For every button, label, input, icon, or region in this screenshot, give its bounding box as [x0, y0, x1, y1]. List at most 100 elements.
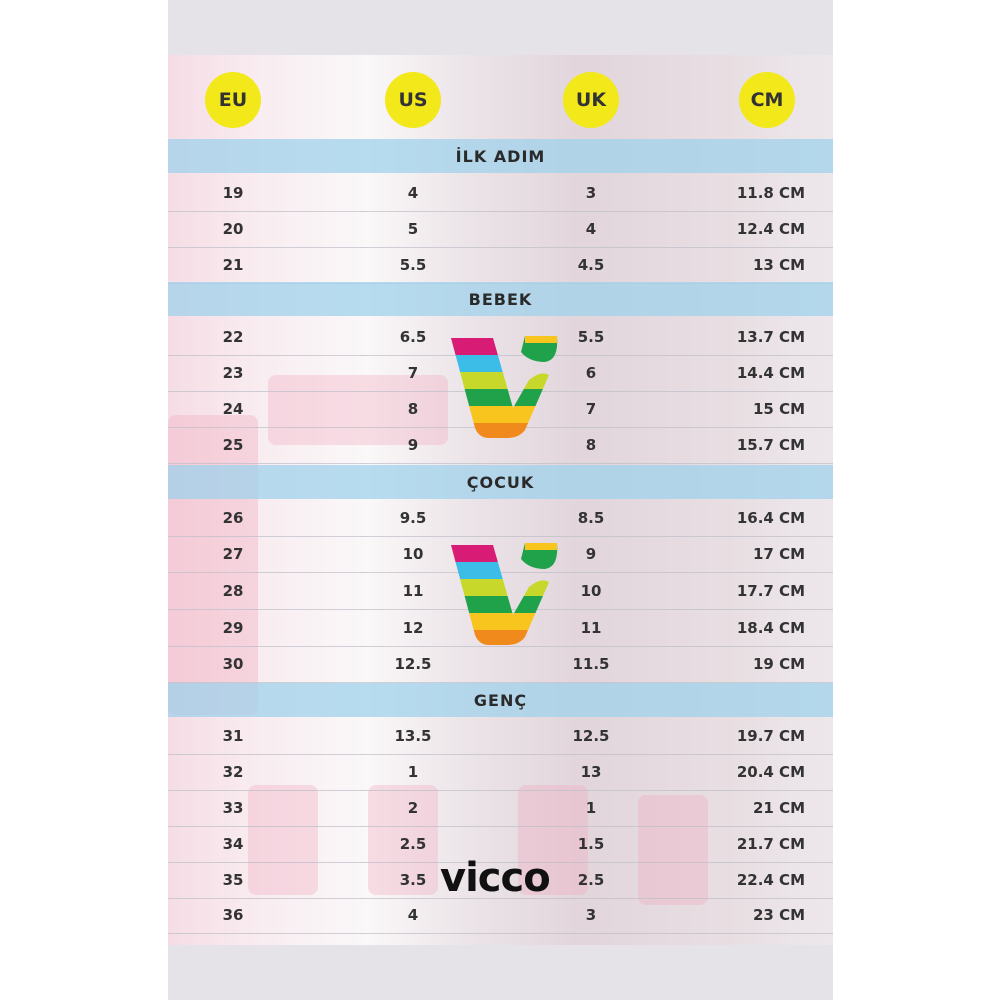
- uk-cell: 3: [585, 184, 597, 202]
- uk-cell: 11.5: [572, 655, 610, 673]
- cm-cell: 18.4 CM: [736, 619, 805, 637]
- table-row: 36 4 3 23 CM: [168, 897, 833, 934]
- eu-cell: 32: [222, 763, 244, 781]
- vicco-v-logo: [451, 336, 558, 438]
- eu-cell: 21: [222, 256, 244, 274]
- us-cell: 8: [407, 400, 419, 418]
- eu-cell: 19: [222, 184, 244, 202]
- uk-cell: 3: [585, 906, 597, 924]
- us-cell: 12: [402, 619, 424, 637]
- cm-cell: 19 CM: [752, 655, 805, 673]
- uk-cell: 10: [580, 582, 602, 600]
- section-band: GENÇ: [168, 683, 833, 717]
- us-cell: 6.5: [399, 328, 427, 346]
- cm-cell: 15 CM: [752, 400, 805, 418]
- uk-cell: 2.5: [577, 871, 605, 889]
- eu-cell: 27: [222, 545, 244, 563]
- logo-stripe: [451, 579, 549, 596]
- cm-cell: 23 CM: [752, 906, 805, 924]
- cm-cell: 19.7 CM: [736, 727, 805, 745]
- cm-cell: 15.7 CM: [736, 436, 805, 454]
- header-us: US: [385, 72, 441, 128]
- us-cell: 7: [407, 364, 419, 382]
- logo-stripe: [451, 423, 549, 438]
- table-row: 19 4 3 11.8 CM: [168, 175, 833, 212]
- cm-cell: 17.7 CM: [736, 582, 805, 600]
- table-row: 35 3.5 2.5 22.4 CM: [168, 862, 833, 899]
- cm-cell: 21 CM: [752, 799, 805, 817]
- cm-cell: 17 CM: [752, 545, 805, 563]
- eu-cell: 33: [222, 799, 244, 817]
- us-cell: 2.5: [399, 835, 427, 853]
- uk-cell: 8: [585, 436, 597, 454]
- uk-cell: 9: [585, 545, 597, 563]
- uk-cell: 8.5: [577, 509, 605, 527]
- table-row: 26 9.5 8.5 16.4 CM: [168, 500, 833, 537]
- cm-cell: 12.4 CM: [736, 220, 805, 238]
- cm-cell: 16.4 CM: [736, 509, 805, 527]
- cm-cell: 14.4 CM: [736, 364, 805, 382]
- table-row: 20 5 4 12.4 CM: [168, 211, 833, 248]
- logo-stripe: [451, 630, 549, 645]
- eu-cell: 35: [222, 871, 244, 889]
- uk-cell: 4.5: [577, 256, 605, 274]
- eu-cell: 36: [222, 906, 244, 924]
- logo-stripe: [451, 596, 549, 613]
- uk-cell: 1.5: [577, 835, 605, 853]
- size-chart: EU US UK CM İLK ADIM 19 4 3 11.8 CM 20 5 4 12.4 …: [168, 0, 833, 1000]
- header-uk: UK: [563, 72, 619, 128]
- uk-cell: 6: [585, 364, 597, 382]
- table-row: 33 2 1 21 CM: [168, 790, 833, 827]
- uk-cell: 11: [580, 619, 602, 637]
- section-band: İLK ADIM: [168, 139, 833, 173]
- section-band: ÇOCUK: [168, 465, 833, 499]
- cm-cell: 13 CM: [752, 256, 805, 274]
- table-row: 25 9 8 15.7 CM: [168, 427, 833, 464]
- us-cell: 5.5: [399, 256, 427, 274]
- eu-cell: 24: [222, 400, 244, 418]
- header-cm: CM: [739, 72, 795, 128]
- table-row: 34 2.5 1.5 21.7 CM: [168, 826, 833, 863]
- cm-cell: 20.4 CM: [736, 763, 805, 781]
- eu-cell: 31: [222, 727, 244, 745]
- logo-stripe: [451, 389, 549, 406]
- us-cell: 13.5: [394, 727, 432, 745]
- us-cell: 11: [402, 582, 424, 600]
- eu-cell: 30: [222, 655, 244, 673]
- uk-cell: 4: [585, 220, 597, 238]
- vicco-wordmark: vicco: [440, 855, 551, 901]
- header-eu: EU: [205, 72, 261, 128]
- us-cell: 10: [402, 545, 424, 563]
- eu-cell: 26: [222, 509, 244, 527]
- table-row: 32 1 13 20.4 CM: [168, 754, 833, 791]
- uk-cell: 13: [580, 763, 602, 781]
- us-cell: 5: [407, 220, 419, 238]
- cm-cell: 11.8 CM: [736, 184, 805, 202]
- logo-stripe: [451, 406, 549, 423]
- us-cell: 2: [407, 799, 419, 817]
- cm-cell: 22.4 CM: [736, 871, 805, 889]
- eu-cell: 22: [222, 328, 244, 346]
- eu-cell: 28: [222, 582, 244, 600]
- logo-stripe: [451, 372, 549, 389]
- us-cell: 12.5: [394, 655, 432, 673]
- table-row: 31 13.5 12.5 19.7 CM: [168, 718, 833, 755]
- uk-cell: 5.5: [577, 328, 605, 346]
- uk-cell: 1: [585, 799, 597, 817]
- us-cell: 3.5: [399, 871, 427, 889]
- eu-cell: 23: [222, 364, 244, 382]
- eu-cell: 20: [222, 220, 244, 238]
- eu-cell: 25: [222, 436, 244, 454]
- table-row: 30 12.5 11.5 19 CM: [168, 646, 833, 683]
- table-row: 22 6.5 5.5 13.7 CM: [168, 319, 833, 356]
- us-cell: 4: [407, 906, 419, 924]
- vicco-v-logo: [451, 543, 558, 645]
- logo-stripe: [451, 613, 549, 630]
- cm-cell: 13.7 CM: [736, 328, 805, 346]
- uk-cell: 12.5: [572, 727, 610, 745]
- eu-cell: 34: [222, 835, 244, 853]
- eu-cell: 29: [222, 619, 244, 637]
- us-cell: 1: [407, 763, 419, 781]
- cm-cell: 21.7 CM: [736, 835, 805, 853]
- table-row: 29 12 11 18.4 CM: [168, 610, 833, 647]
